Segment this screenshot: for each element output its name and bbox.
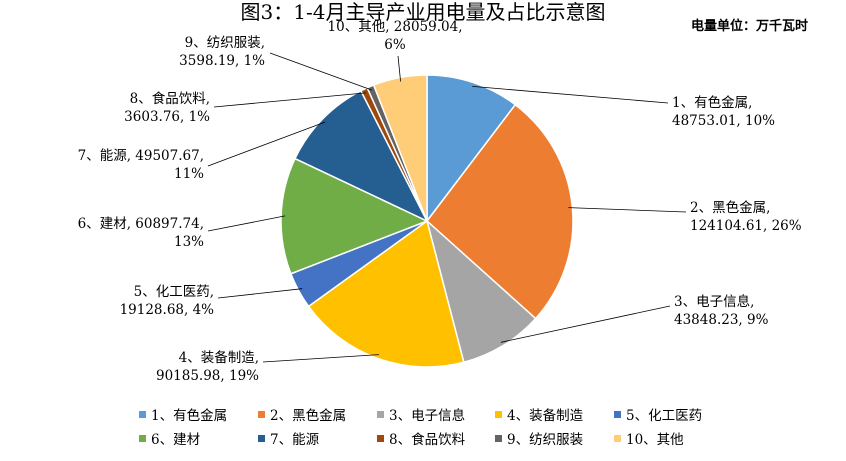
legend-swatch (614, 435, 621, 442)
legend-item: 5、化工医药 (614, 408, 702, 424)
leader-line (472, 86, 669, 104)
leader-line (397, 55, 401, 82)
legend-item: 2、黑色金属 (258, 407, 346, 424)
legend-label: 2、黑色金属 (270, 407, 346, 424)
legend-label: 3、电子信息 (389, 407, 465, 424)
legend-item: 8、食品饮料 (377, 431, 466, 448)
legend-item: 9、纺织服装 (495, 432, 583, 448)
pie-slice (425, 103, 574, 320)
legend-swatch (377, 411, 384, 418)
legend-item: 1、有色金属 (139, 407, 227, 424)
legend-item: 4、装备制造 (495, 407, 584, 424)
legend-swatch (377, 435, 384, 442)
legend-swatch (614, 411, 621, 418)
leader-line (568, 207, 687, 213)
data-label: 2、黑色金属, 124104.61, 26% (690, 199, 802, 234)
legend-swatch (258, 435, 265, 442)
data-label: 1、有色金属, 48753.01, 10% (672, 94, 775, 129)
unit-note: 电量单位：万千瓦时 (691, 18, 808, 34)
legend-swatch (495, 411, 502, 418)
pie-slice (280, 157, 429, 275)
data-label: 9、纺织服装, 3598.19, 1% (179, 35, 265, 69)
data-label: 3、电子信息, 43848.23, 9% (674, 293, 769, 328)
legend-label: 5、化工医药 (626, 408, 702, 424)
pie-slice (425, 218, 537, 364)
legend-label: 4、装备制造 (507, 407, 584, 424)
leader-lines (207, 52, 687, 363)
leader-line (262, 354, 379, 363)
leader-line (213, 92, 366, 108)
legend-item: 10、其他 (614, 432, 684, 448)
leader-line (500, 305, 671, 343)
legend-item: 6、建材 (139, 432, 200, 448)
pie-slice (307, 219, 465, 368)
legend-swatch (139, 435, 146, 442)
legend-item: 3、电子信息 (377, 407, 465, 424)
legend-label: 9、纺织服装 (507, 432, 583, 448)
legend-label: 7、能源 (270, 432, 320, 448)
legend-label: 1、有色金属 (151, 407, 227, 424)
legend-swatch (139, 411, 146, 418)
pie-slice (294, 89, 429, 223)
legend: 1、有色金属 2、黑色金属 3、电子信息 4、装备制造 5、化工医药 6、建材 7、能源 8、… (139, 407, 702, 448)
leader-line (207, 121, 326, 167)
data-label: 6、建材, 60897.74, 13% (78, 216, 205, 250)
legend-swatch (258, 411, 265, 418)
legend-label: 6、建材 (151, 432, 200, 448)
data-label: 7、能源, 49507.67, 11% (78, 148, 205, 182)
data-label: 8、食品饮料, 3603.76, 1% (124, 90, 210, 125)
legend-label: 8、食品饮料 (389, 431, 466, 448)
pie-slice (426, 74, 517, 224)
leader-line (207, 215, 286, 232)
leader-line (217, 288, 303, 299)
legend-swatch (495, 435, 502, 442)
pie-slices (280, 74, 574, 368)
data-label: 10、其他, 28059.04, 6% (328, 19, 463, 53)
legend-label: 10、其他 (626, 432, 684, 448)
legend-item: 7、能源 (258, 432, 320, 448)
data-label: 4、装备制造, 90185.98, 19% (156, 349, 259, 384)
chart-title: 图3：1-4月主导产业用电量及占比示意图 (241, 0, 606, 24)
data-labels: 1、有色金属, 48753.01, 10% 2、黑色金属, 124104.61, 26… (78, 19, 802, 384)
leader-line (269, 52, 373, 91)
data-label: 5、化工医药, 19128.68, 4% (120, 284, 215, 318)
